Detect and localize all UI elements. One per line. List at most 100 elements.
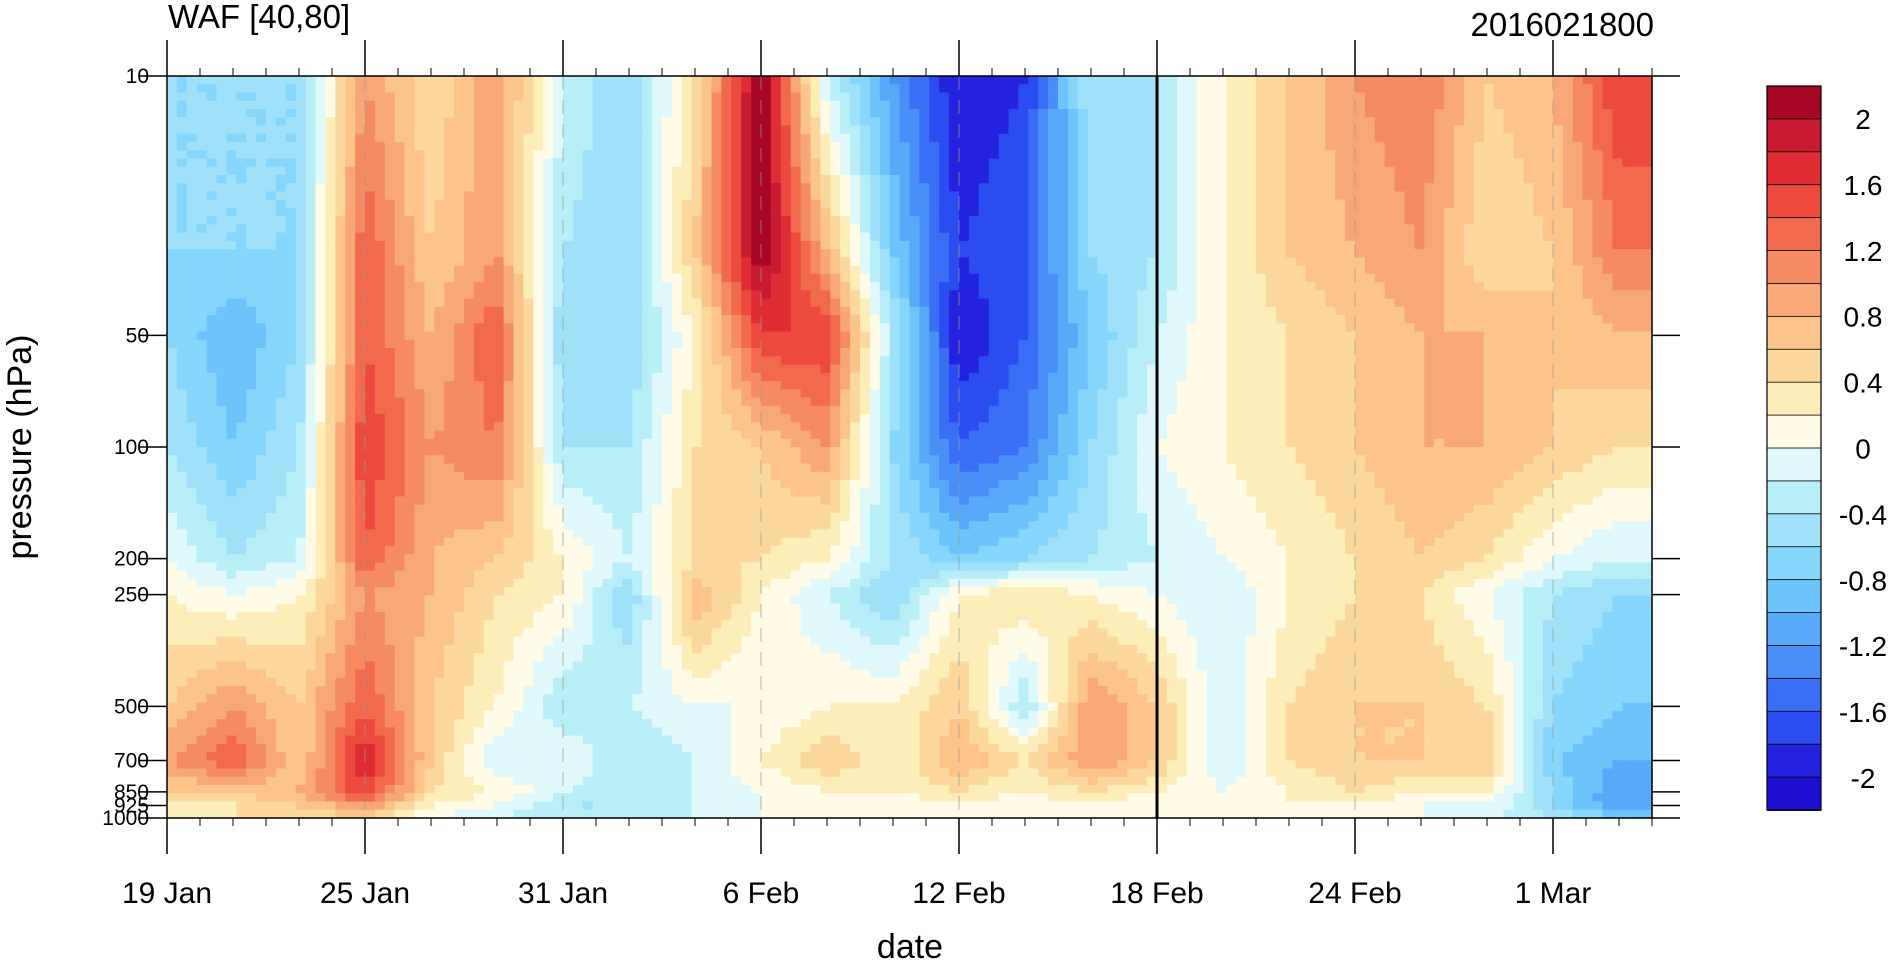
contour-cell [266,133,277,143]
contour-cell [959,191,970,201]
contour-cell [662,158,673,168]
contour-cell [305,306,317,316]
contour-cell [365,315,376,324]
contour-cell [889,141,901,151]
contour-cell [216,249,227,258]
contour-cell [1513,174,1524,184]
contour-cell [998,339,1010,349]
contour-cell [1355,133,1366,143]
contour-cell [1186,249,1198,258]
contour-cell [1127,216,1138,225]
contour-cell [830,166,841,176]
contour-cell [503,249,515,258]
contour-cell [414,290,425,300]
contour-cell [1592,76,1604,85]
contour-cell [1097,191,1109,201]
contour-cell [602,249,614,258]
contour-cell [860,249,871,258]
contour-cell [1077,240,1089,250]
contour-cell [850,216,861,225]
contour-cell [404,84,416,94]
contour-cell [820,339,831,349]
contour-cell [741,232,752,242]
contour-cell [889,257,901,267]
contour-cell [345,232,356,242]
contour-cell [1117,166,1128,176]
contour-cell [1543,249,1554,258]
contour-cell [949,117,960,127]
contour-cell [1285,339,1297,349]
contour-cell [592,141,604,151]
contour-cell [1355,224,1366,234]
contour-cell [721,306,732,316]
contour-cell [1483,323,1495,333]
contour-cell [434,150,445,160]
contour-cell [1018,76,1029,85]
contour-cell [1622,166,1633,176]
contour-cell [275,174,287,184]
contour-cell [889,273,901,283]
contour-cell [236,257,247,267]
contour-cell [1018,249,1029,258]
contour-cell [1117,282,1128,291]
contour-cell [572,240,584,250]
contour-cell [1434,150,1445,160]
contour-cell [295,306,307,316]
contour-cell [305,331,317,341]
contour-cell [464,331,475,341]
contour-cell [1028,224,1039,234]
contour-cell [602,315,614,324]
contour-cell [572,125,584,135]
contour-cell [1236,76,1247,85]
contour-cell [563,84,574,94]
contour-cell [196,290,208,300]
contour-cell [1513,84,1524,94]
contour-cell [929,207,940,217]
contour-cell [1087,117,1099,127]
contour-cell [384,191,396,201]
contour-cell [424,92,435,102]
contour-cell [394,133,406,143]
contour-cell [266,150,277,160]
contour-cell [929,141,940,151]
contour-cell [1206,191,1217,201]
contour-cell [968,150,980,160]
contour-cell [266,158,277,168]
contour-cell [939,84,950,94]
contour-cell [1305,133,1316,143]
contour-cell [266,207,277,217]
contour-cell [1147,191,1158,201]
contour-cell [1048,265,1059,275]
contour-cell [632,240,643,250]
contour-cell [1087,240,1099,250]
contour-cell [325,108,336,118]
contour-cell [1543,339,1554,349]
contour-cell [1048,100,1059,110]
contour-cell [978,150,990,160]
contour-cell [553,133,564,143]
contour-cell [1355,216,1366,225]
contour-cell [325,265,336,275]
contour-cell [701,108,713,118]
contour-cell [1364,232,1376,242]
contour-cell [1335,84,1346,94]
contour-cell [909,257,920,267]
contour-cell [1434,216,1445,225]
contour-cell [176,191,188,201]
contour-cell [681,298,693,308]
contour-cell [929,216,940,225]
contour-cell [1355,84,1366,94]
contour-cell [1493,257,1505,267]
contour-cell [1107,100,1118,110]
contour-cell [761,183,772,193]
contour-cell [1285,84,1297,94]
contour-cell [879,92,891,102]
contour-cell [1018,339,1029,349]
contour-cell [711,339,722,349]
contour-cell [1256,232,1267,242]
contour-cell [1642,183,1653,193]
contour-cell [1335,199,1346,209]
contour-cell [1295,232,1307,242]
contour-cell [1345,108,1356,118]
contour-cell [483,207,495,217]
